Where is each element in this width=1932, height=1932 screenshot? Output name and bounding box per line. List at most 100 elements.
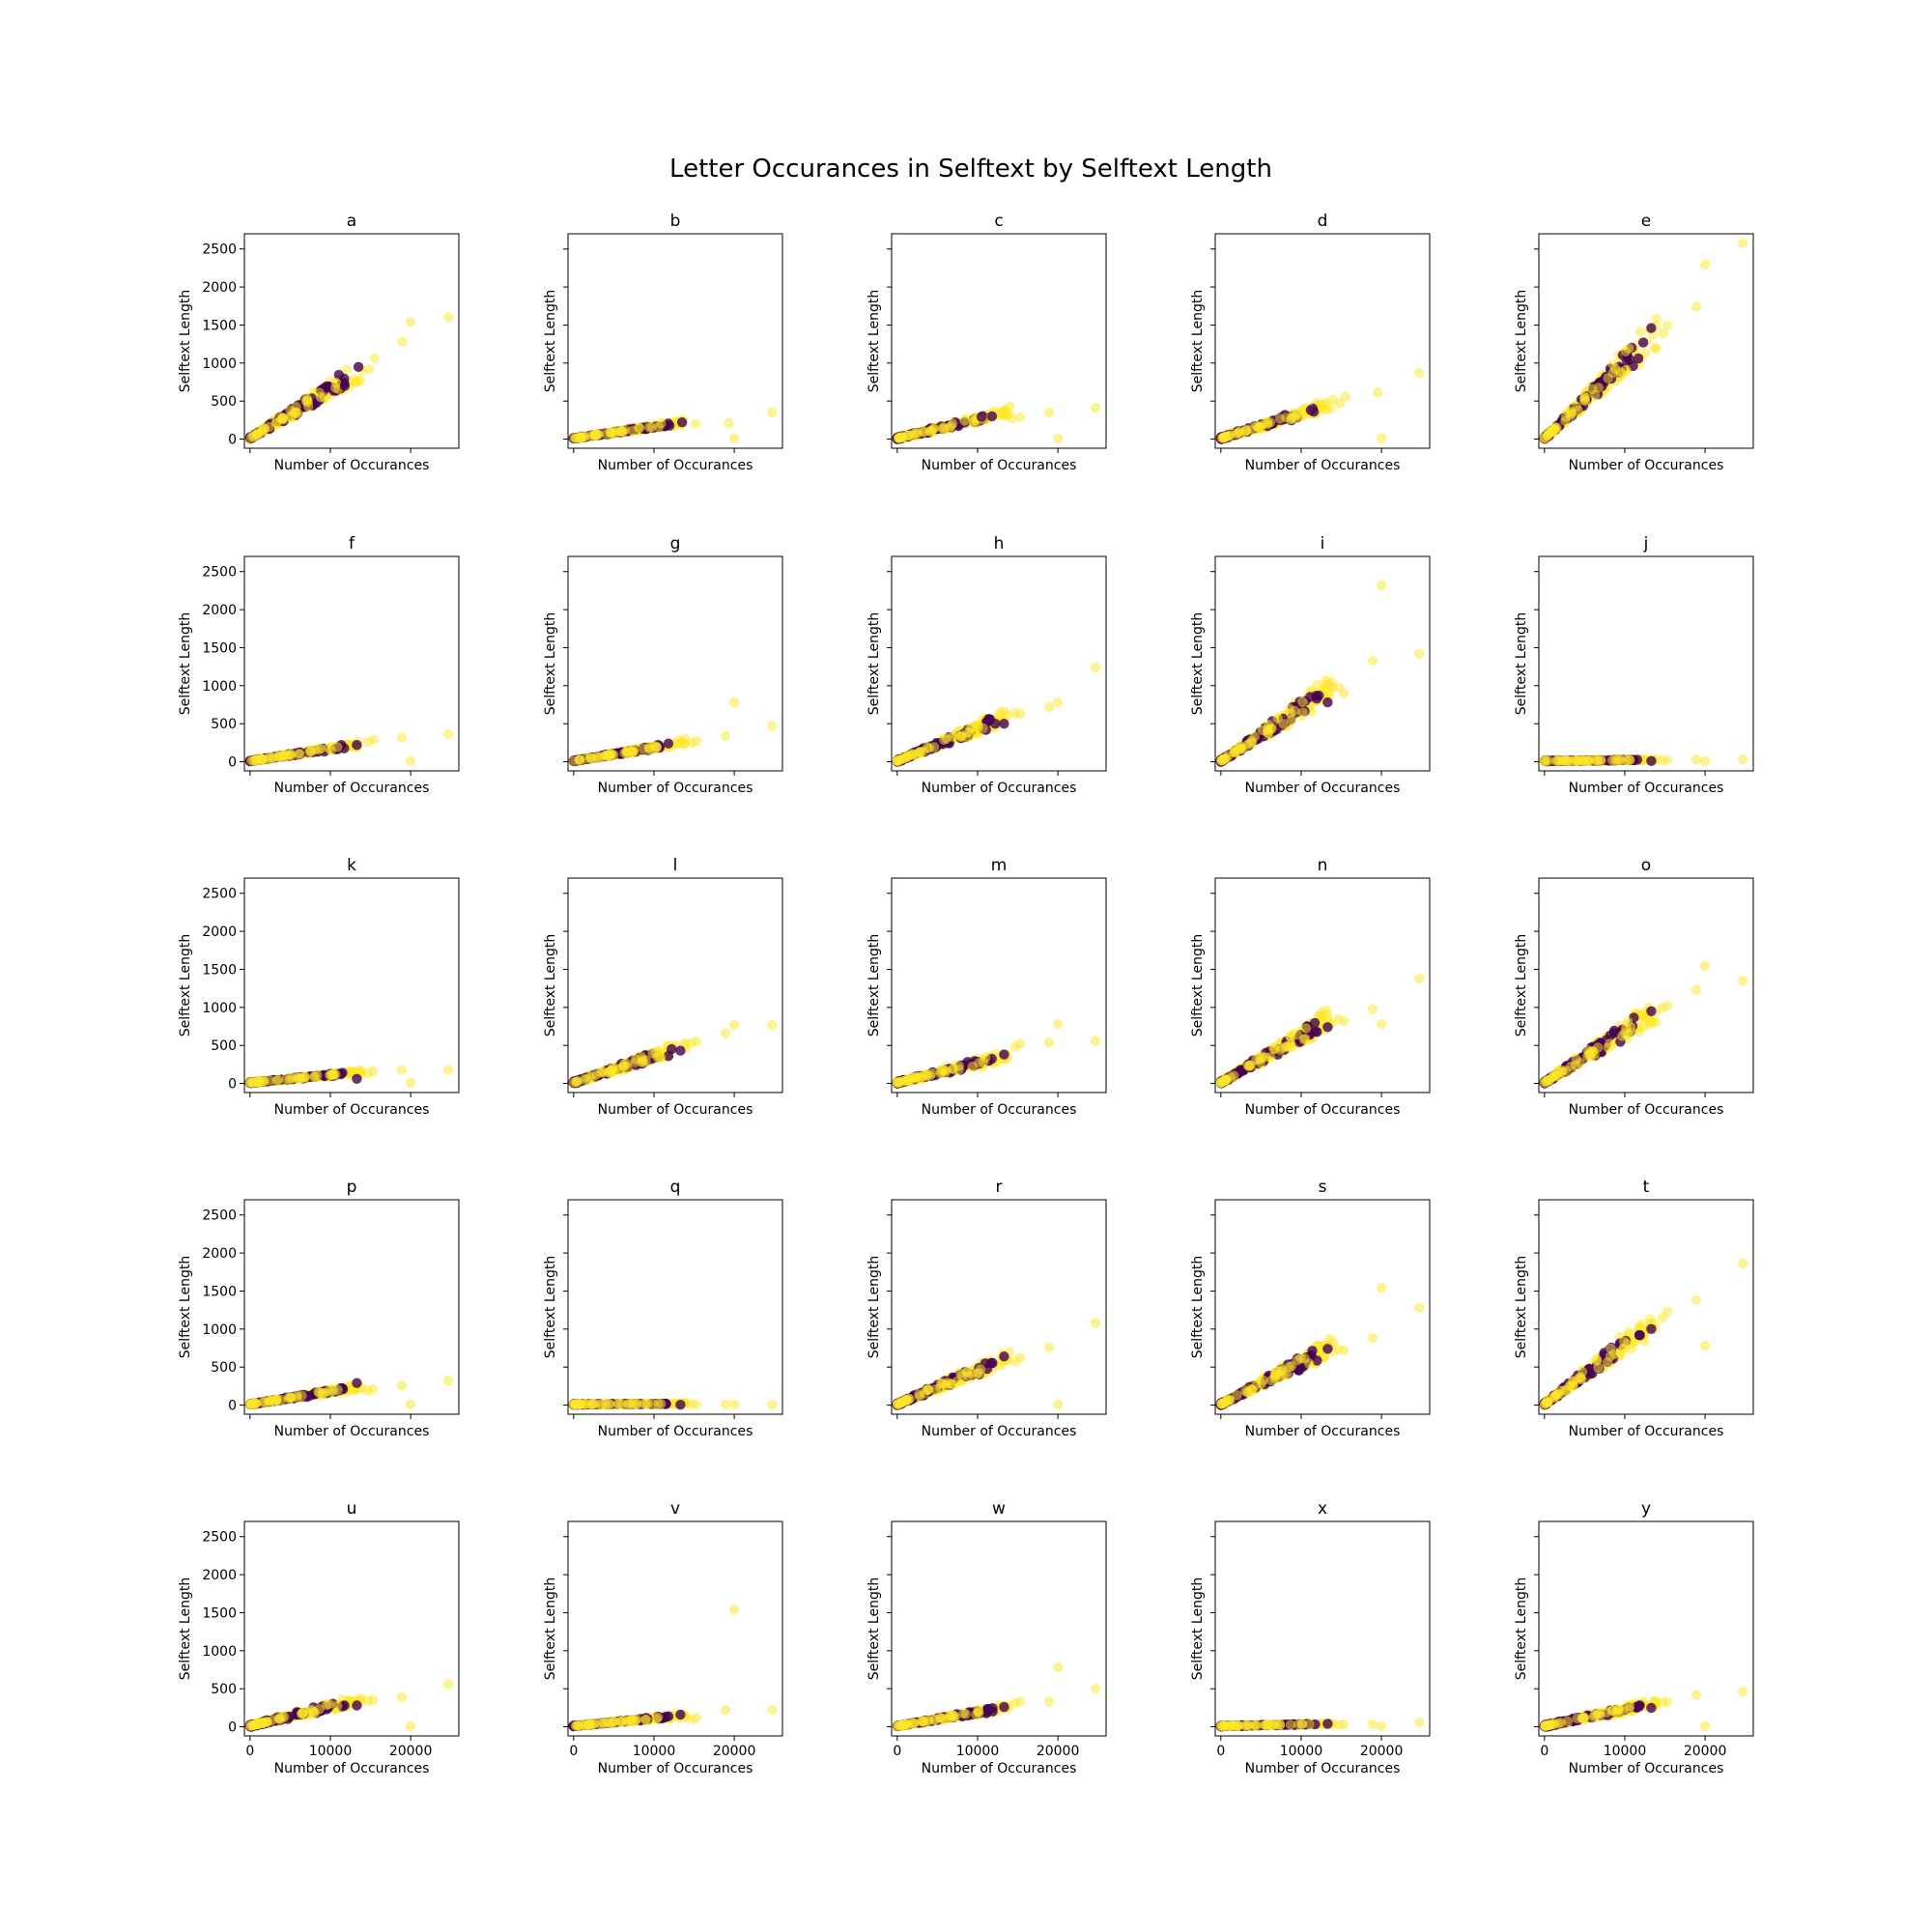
data-point-class-1 xyxy=(1297,696,1308,707)
data-point-class-0 xyxy=(675,1045,686,1056)
data-point-class-1 xyxy=(405,1077,416,1089)
x-axis-label: Number of Occurances xyxy=(598,1102,753,1118)
data-point-class-1 xyxy=(1543,755,1554,766)
data-point-class-1 xyxy=(328,1068,339,1080)
data-point-class-1 xyxy=(767,407,778,418)
data-point-class-1 xyxy=(1043,1037,1055,1048)
y-tick-label: 0 xyxy=(228,1399,237,1414)
data-point-class-1 xyxy=(1091,662,1101,673)
data-point-class-1 xyxy=(1621,364,1632,375)
scatter-points xyxy=(892,662,1101,767)
data-point-class-1 xyxy=(937,422,948,434)
subplot-title-o: o xyxy=(1641,856,1651,875)
data-point-class-1 xyxy=(443,1065,454,1075)
data-point-class-0 xyxy=(976,412,987,422)
data-point-class-0 xyxy=(352,740,362,751)
data-point-class-1 xyxy=(1367,1004,1378,1014)
y-axis-label: Selftext Length xyxy=(1190,612,1206,715)
data-point-class-1 xyxy=(1282,1040,1293,1052)
data-point-class-1 xyxy=(1556,1065,1568,1076)
axes-frame xyxy=(1538,233,1754,449)
data-point-class-1 xyxy=(892,1077,903,1088)
y-tick-label: 500 xyxy=(211,717,237,732)
data-point-class-1 xyxy=(246,1399,257,1409)
y-tick-label: 500 xyxy=(211,394,237,410)
y-tick-label: 0 xyxy=(228,1077,237,1093)
data-point-class-1 xyxy=(574,754,584,765)
data-point-class-1 xyxy=(911,428,922,439)
data-point-class-1 xyxy=(1590,389,1601,401)
data-point-class-1 xyxy=(587,753,598,764)
x-axis-label: Number of Occurances xyxy=(1569,458,1724,473)
subplot-title-i: i xyxy=(1321,534,1325,554)
y-tick-label: 2500 xyxy=(202,1208,237,1224)
data-point-class-1 xyxy=(1579,395,1590,406)
subplot-title-b: b xyxy=(670,212,681,231)
y-tick-label: 2500 xyxy=(202,887,237,902)
y-tick-label: 2000 xyxy=(202,1246,237,1262)
data-point-class-1 xyxy=(627,1399,638,1409)
data-point-class-1 xyxy=(1662,321,1673,331)
data-point-class-1 xyxy=(728,1399,740,1410)
data-point-class-1 xyxy=(978,1057,989,1067)
data-point-class-1 xyxy=(720,1028,731,1038)
data-point-class-1 xyxy=(941,733,952,744)
x-axis-label: Number of Occurances xyxy=(1245,781,1401,796)
y-axis-label: Selftext Length xyxy=(867,934,882,1037)
y-tick-label: 2000 xyxy=(202,924,237,940)
x-axis-label: Number of Occurances xyxy=(922,458,1077,473)
data-point-class-1 xyxy=(1340,391,1350,402)
data-point-class-0 xyxy=(333,369,344,381)
y-axis-label: Selftext Length xyxy=(1190,934,1206,1037)
data-point-class-1 xyxy=(1265,1052,1276,1063)
data-point-class-1 xyxy=(396,732,408,743)
data-point-class-1 xyxy=(1657,754,1668,766)
data-point-class-1 xyxy=(589,430,600,440)
x-axis-label: Number of Occurances xyxy=(1245,1102,1401,1118)
data-point-class-0 xyxy=(663,418,673,429)
data-point-class-1 xyxy=(926,425,937,436)
data-point-class-1 xyxy=(767,1399,778,1410)
data-point-class-1 xyxy=(1621,754,1632,765)
data-point-class-1 xyxy=(1619,1028,1631,1038)
x-axis-label: Number of Occurances xyxy=(1569,781,1724,796)
data-point-class-1 xyxy=(1558,755,1569,766)
data-point-class-1 xyxy=(653,1045,664,1056)
data-point-class-0 xyxy=(339,381,351,391)
data-point-class-1 xyxy=(686,1037,697,1049)
data-point-class-1 xyxy=(362,1068,374,1079)
data-point-class-1 xyxy=(582,1073,592,1084)
data-point-class-0 xyxy=(352,1378,362,1388)
data-point-class-0 xyxy=(676,417,688,428)
data-point-class-1 xyxy=(1690,301,1702,312)
data-point-class-1 xyxy=(1043,701,1055,713)
data-point-class-1 xyxy=(1575,1057,1585,1068)
data-point-class-1 xyxy=(1251,420,1262,431)
data-point-class-1 xyxy=(1372,387,1383,398)
data-point-class-1 xyxy=(1414,973,1425,984)
data-point-class-1 xyxy=(1216,754,1228,766)
data-point-class-1 xyxy=(362,1385,374,1396)
scatter-points xyxy=(892,1318,1101,1410)
scatter-points xyxy=(568,1019,778,1089)
data-point-class-0 xyxy=(1312,1027,1322,1037)
data-point-class-1 xyxy=(1699,755,1711,766)
data-point-class-1 xyxy=(1230,746,1240,756)
scatter-points xyxy=(568,407,778,444)
data-point-class-1 xyxy=(332,1384,343,1395)
data-point-class-1 xyxy=(285,1392,296,1404)
x-axis-label: Number of Occurances xyxy=(922,781,1077,796)
subplot-title-j: j xyxy=(1643,534,1649,554)
data-point-class-1 xyxy=(595,752,606,762)
data-point-class-1 xyxy=(315,392,327,403)
data-point-class-1 xyxy=(941,1065,952,1076)
data-point-class-0 xyxy=(999,1049,1009,1060)
data-point-class-1 xyxy=(686,1399,697,1410)
y-axis-label: Selftext Length xyxy=(1514,612,1529,715)
